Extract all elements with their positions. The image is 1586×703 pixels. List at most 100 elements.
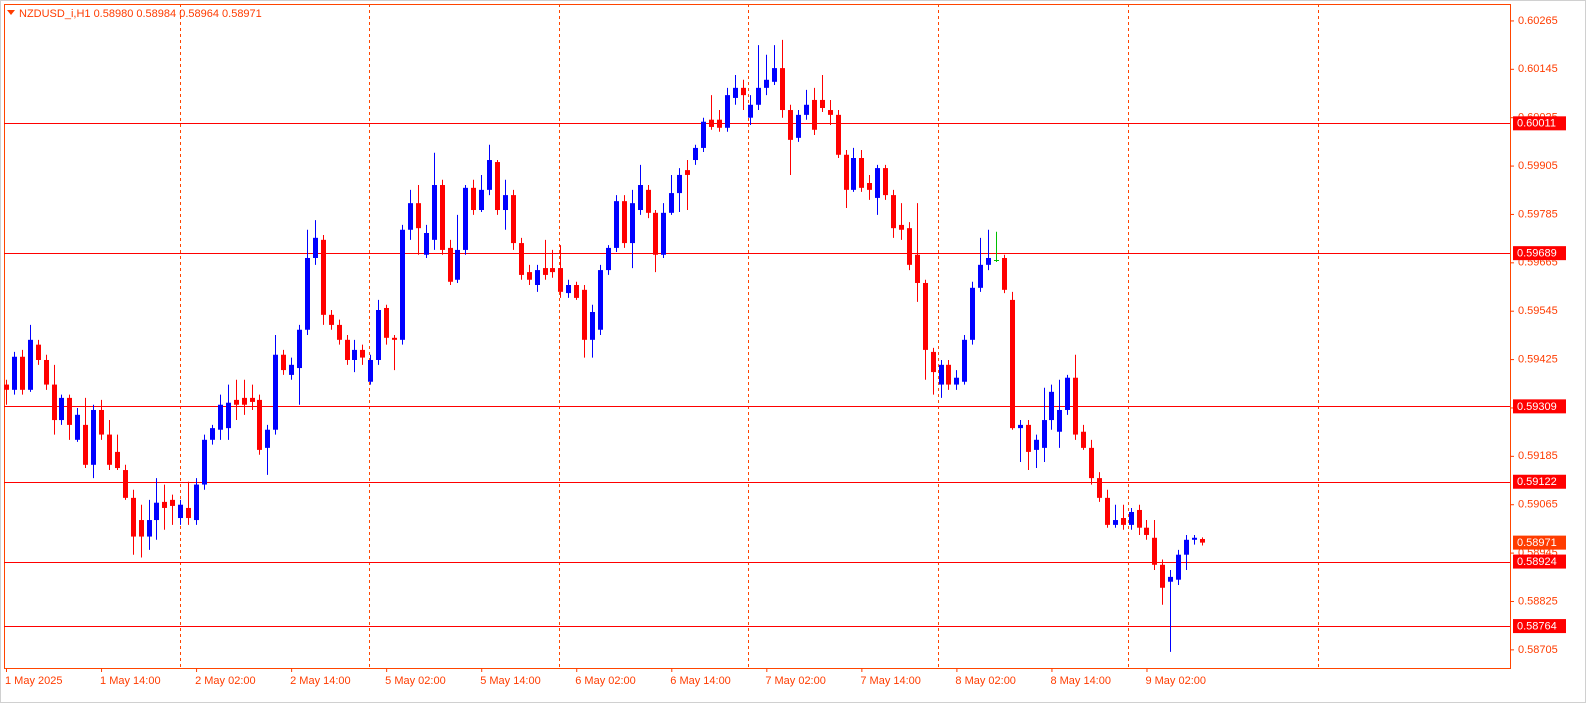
candle-body bbox=[582, 289, 587, 340]
candle-body bbox=[772, 68, 777, 82]
title-icon bbox=[7, 10, 15, 15]
candle-body bbox=[804, 104, 809, 115]
candle-body bbox=[139, 520, 144, 537]
candle-body bbox=[242, 397, 247, 405]
candle-body bbox=[1010, 299, 1015, 429]
candle-body bbox=[915, 254, 920, 283]
level-tag bbox=[1513, 116, 1566, 131]
candle-body bbox=[1097, 478, 1102, 498]
candle-body bbox=[1089, 447, 1094, 479]
level-tag bbox=[1513, 619, 1566, 634]
candle-body bbox=[1160, 564, 1165, 588]
candle-body bbox=[44, 359, 49, 385]
candle-body bbox=[123, 470, 128, 498]
candle-body bbox=[305, 257, 310, 330]
candle-body bbox=[463, 187, 468, 250]
level-tag bbox=[1513, 554, 1566, 569]
candle-body bbox=[669, 193, 674, 213]
candle-body bbox=[479, 189, 484, 211]
candle-body bbox=[994, 260, 999, 262]
y-tick-label: 0.58705 bbox=[1518, 644, 1558, 656]
candle-body bbox=[1152, 537, 1157, 565]
candle-body bbox=[756, 87, 761, 105]
candle-body bbox=[147, 520, 152, 537]
candle-body bbox=[495, 162, 500, 211]
candle-body bbox=[337, 324, 342, 340]
candle-body bbox=[1200, 538, 1205, 543]
candle-body bbox=[352, 349, 357, 360]
candle-body bbox=[701, 121, 706, 148]
x-tick-label: 6 May 14:00 bbox=[670, 675, 731, 687]
candle-body bbox=[1049, 391, 1054, 421]
candle-body bbox=[1192, 537, 1197, 540]
candle-body bbox=[1026, 424, 1031, 452]
candle-body bbox=[455, 249, 460, 280]
x-tick-label: 6 May 02:00 bbox=[575, 675, 636, 687]
candle-body bbox=[883, 168, 888, 196]
x-tick-label: 9 May 02:00 bbox=[1145, 675, 1206, 687]
candle-body bbox=[297, 329, 302, 369]
candle-body bbox=[218, 404, 223, 430]
candle-body bbox=[20, 356, 25, 390]
candle-body bbox=[606, 247, 611, 271]
candle-body bbox=[828, 110, 833, 115]
candle-body bbox=[12, 356, 17, 390]
candle-body bbox=[75, 414, 80, 440]
candle-body bbox=[543, 268, 548, 275]
candle-body bbox=[1002, 257, 1007, 290]
candle-body bbox=[345, 339, 350, 360]
candle-body bbox=[202, 439, 207, 485]
candle-body bbox=[519, 243, 524, 275]
candle-body bbox=[677, 174, 682, 194]
candle-body bbox=[91, 409, 96, 465]
candle-body bbox=[970, 287, 975, 340]
candle-body bbox=[891, 195, 896, 229]
candle-body bbox=[178, 504, 183, 519]
x-tick-label: 5 May 14:00 bbox=[480, 675, 541, 687]
candle-body bbox=[820, 99, 825, 109]
candle-body bbox=[226, 402, 231, 429]
candle-body bbox=[1176, 554, 1181, 580]
candle-body bbox=[986, 257, 991, 265]
candle-body bbox=[36, 344, 41, 360]
candle-body bbox=[1129, 511, 1134, 525]
candle-body bbox=[646, 189, 651, 213]
candle-body bbox=[1113, 520, 1118, 525]
candle-body bbox=[1144, 527, 1149, 535]
y-tick-label: 0.59545 bbox=[1518, 305, 1558, 317]
candle-body bbox=[1168, 576, 1173, 582]
y-tick-label: 0.59785 bbox=[1518, 208, 1558, 220]
candle-body bbox=[210, 428, 215, 440]
candle-body bbox=[867, 183, 872, 190]
candle-body bbox=[400, 229, 405, 340]
candle-body bbox=[289, 364, 294, 375]
candle-body bbox=[741, 87, 746, 96]
x-tick-label: 2 May 14:00 bbox=[290, 675, 351, 687]
candle-body bbox=[257, 399, 262, 450]
candle-body bbox=[1042, 420, 1047, 448]
candle-body bbox=[503, 195, 508, 211]
candle-body bbox=[432, 185, 437, 240]
candle-body bbox=[788, 110, 793, 140]
candle-body bbox=[693, 147, 698, 161]
candle-body bbox=[535, 270, 540, 286]
candle-body bbox=[471, 187, 476, 211]
price-tag-label: 0.58971 bbox=[1517, 537, 1557, 549]
candle-body bbox=[265, 429, 270, 448]
candle-body bbox=[1081, 431, 1086, 448]
candle-body bbox=[99, 409, 104, 435]
candle-body bbox=[416, 203, 421, 229]
candle-body bbox=[978, 264, 983, 288]
candle-body bbox=[1034, 439, 1039, 450]
candle-body bbox=[764, 79, 769, 88]
candle-body bbox=[376, 309, 381, 360]
candle-body bbox=[954, 377, 959, 385]
candle-body bbox=[321, 239, 326, 315]
candle-body bbox=[844, 154, 849, 190]
candle-body bbox=[836, 114, 841, 155]
x-tick-label: 1 May 2025 bbox=[5, 675, 62, 687]
candle-body bbox=[748, 104, 753, 118]
price-tag bbox=[1513, 535, 1566, 550]
